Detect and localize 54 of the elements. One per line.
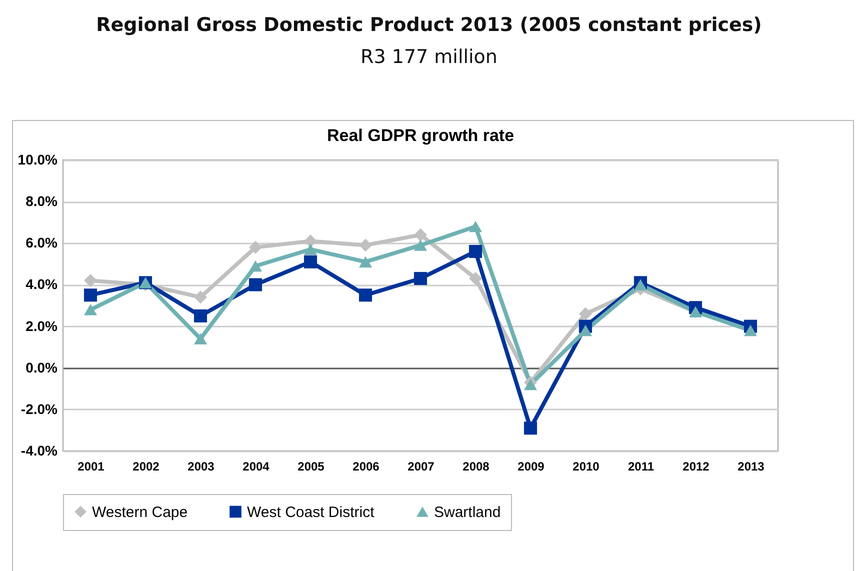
point [414, 272, 428, 285]
point [84, 288, 98, 302]
y-tick-label: 0.0% [26, 359, 58, 376]
point [744, 324, 758, 336]
x-tick-label: 2006 [352, 460, 380, 474]
y-tick-label: 10.0% [18, 152, 58, 168]
text: Regional Gross Domestic Product 2013 (2005 constant prices) [95, 14, 763, 36]
x-tick-label: 2012 [682, 460, 710, 474]
legend-label: Swartland [434, 504, 501, 521]
x-tick-label: 2010 [572, 460, 600, 474]
point [194, 333, 208, 344]
point [194, 309, 208, 322]
legend-label: West Coast District [247, 504, 376, 521]
legend-label: Western Cape [92, 504, 188, 521]
point [248, 240, 262, 254]
x-tick-label: 2002 [132, 460, 160, 474]
point [468, 244, 482, 258]
chart-title: Real GDPR growth rate [326, 126, 514, 145]
y-tick-label: 8.0% [26, 193, 58, 210]
point [358, 256, 372, 268]
point [524, 378, 538, 390]
point [248, 260, 262, 272]
point [358, 238, 372, 252]
x-tick-label: 2003 [188, 460, 215, 474]
point [578, 307, 592, 320]
text: R3 177 million [360, 46, 498, 68]
point [248, 278, 262, 292]
x-tick-label: 2007 [408, 460, 435, 474]
y-tick-label: 6.0% [26, 234, 58, 251]
y-tick-label: 4.0% [26, 276, 58, 292]
x-tick-label: 2008 [462, 460, 490, 474]
point [578, 324, 592, 336]
point [84, 274, 98, 288]
point [468, 272, 482, 285]
y-tick-label: 2.0% [26, 318, 58, 334]
x-tick-label: 2004 [242, 460, 270, 474]
point [358, 288, 372, 302]
point [524, 422, 538, 435]
point [304, 255, 318, 268]
x-tick-label: 2013 [738, 460, 765, 474]
x-tick-label: 2011 [628, 460, 654, 474]
point [304, 244, 318, 256]
point [414, 228, 428, 242]
point [468, 220, 482, 232]
point [194, 290, 208, 304]
x-tick-label: 2001 [78, 460, 105, 474]
x-tick-label: 2005 [298, 460, 325, 474]
point [84, 304, 98, 316]
point [634, 279, 648, 290]
y-tick-label: -2.0% [20, 400, 58, 417]
y-tick-label: -4.0% [20, 442, 58, 458]
x-tick-label: 2009 [518, 460, 545, 474]
point [304, 234, 318, 248]
point [414, 240, 428, 251]
